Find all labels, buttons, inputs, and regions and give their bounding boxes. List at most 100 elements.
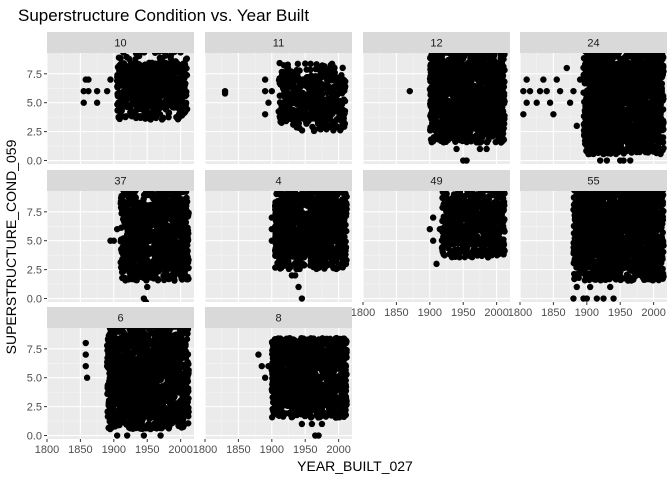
data-point <box>523 76 530 83</box>
data-point <box>288 106 295 113</box>
data-point <box>299 81 306 88</box>
data-point <box>475 100 482 108</box>
data-point <box>327 86 335 93</box>
data-point <box>598 53 605 58</box>
data-point <box>85 76 92 83</box>
data-point <box>170 66 177 73</box>
data-point <box>499 130 507 137</box>
data-point <box>497 99 504 106</box>
data-point <box>602 129 610 137</box>
data-point <box>308 72 315 79</box>
data-point <box>604 76 612 83</box>
data-point <box>174 114 181 122</box>
data-point <box>649 63 657 70</box>
data-point <box>276 99 284 106</box>
data-point <box>176 75 183 82</box>
data-point <box>443 112 451 119</box>
data-point <box>468 86 475 94</box>
y-tick-label: 7.5 <box>27 69 42 81</box>
data-point <box>430 110 438 118</box>
facet-strip-label: 10 <box>114 38 126 50</box>
data-point <box>636 53 643 56</box>
data-point <box>265 99 272 106</box>
data-point <box>627 103 635 110</box>
data-point <box>493 83 500 91</box>
data-point <box>459 125 466 133</box>
data-point <box>457 131 464 139</box>
data-point <box>334 91 341 98</box>
data-point <box>427 136 435 143</box>
data-point <box>328 76 336 84</box>
data-point <box>298 106 305 113</box>
data-point <box>476 62 484 69</box>
data-point <box>429 87 437 95</box>
chart-title: Superstructure Condition vs. Year Built <box>18 6 309 25</box>
data-point <box>639 102 647 109</box>
data-point <box>623 90 631 97</box>
point-layer <box>107 191 192 302</box>
data-point <box>456 72 463 80</box>
data-point <box>596 157 604 164</box>
data-point <box>630 54 638 62</box>
data-point <box>630 132 638 139</box>
data-point <box>163 101 171 108</box>
data-point <box>151 53 159 56</box>
data-point <box>431 100 439 107</box>
data-point <box>656 55 664 62</box>
facet-panel: 370.02.55.07.5 <box>27 170 194 306</box>
data-point <box>616 93 623 100</box>
data-point <box>123 103 131 111</box>
data-point <box>161 53 169 56</box>
data-point <box>584 62 592 70</box>
data-point <box>276 80 283 87</box>
data-point <box>439 64 446 71</box>
data-point <box>491 58 498 65</box>
data-point <box>476 54 483 61</box>
data-point <box>644 142 652 149</box>
data-point <box>472 71 479 78</box>
data-point <box>305 85 312 92</box>
data-point <box>611 53 619 60</box>
facet-strip-label: 37 <box>114 176 126 188</box>
data-point <box>586 57 593 64</box>
data-point <box>624 78 632 85</box>
data-point <box>556 87 564 95</box>
facet-strip-label: 24 <box>587 38 599 50</box>
data-point <box>603 53 611 56</box>
data-point <box>617 76 625 84</box>
data-point <box>455 114 462 121</box>
data-point <box>520 111 527 118</box>
data-point <box>624 95 632 103</box>
data-point <box>310 127 318 135</box>
data-point <box>611 86 618 93</box>
data-point <box>594 137 601 144</box>
data-point <box>431 120 438 128</box>
data-point <box>619 113 627 121</box>
data-point <box>336 110 343 117</box>
data-point <box>592 91 600 99</box>
point-layer <box>221 59 349 135</box>
data-point <box>120 67 128 74</box>
facet-strip <box>47 170 194 191</box>
data-point <box>486 72 493 79</box>
data-point <box>656 126 663 134</box>
data-point <box>439 72 446 79</box>
data-point <box>620 66 628 74</box>
data-point <box>177 53 184 56</box>
data-point <box>624 140 632 148</box>
data-point <box>563 64 570 72</box>
data-point <box>606 119 613 126</box>
data-point <box>446 134 454 141</box>
facet-strip-label: 11 <box>273 38 284 50</box>
data-point <box>610 60 617 68</box>
data-point <box>602 99 610 106</box>
data-point <box>337 102 345 110</box>
data-point <box>635 67 642 74</box>
data-point <box>463 53 470 57</box>
data-point <box>118 206 126 213</box>
data-point <box>615 53 623 56</box>
data-point <box>441 53 448 56</box>
data-point <box>595 118 603 125</box>
y-tick-label: 0.0 <box>27 156 42 168</box>
data-point <box>182 56 190 63</box>
